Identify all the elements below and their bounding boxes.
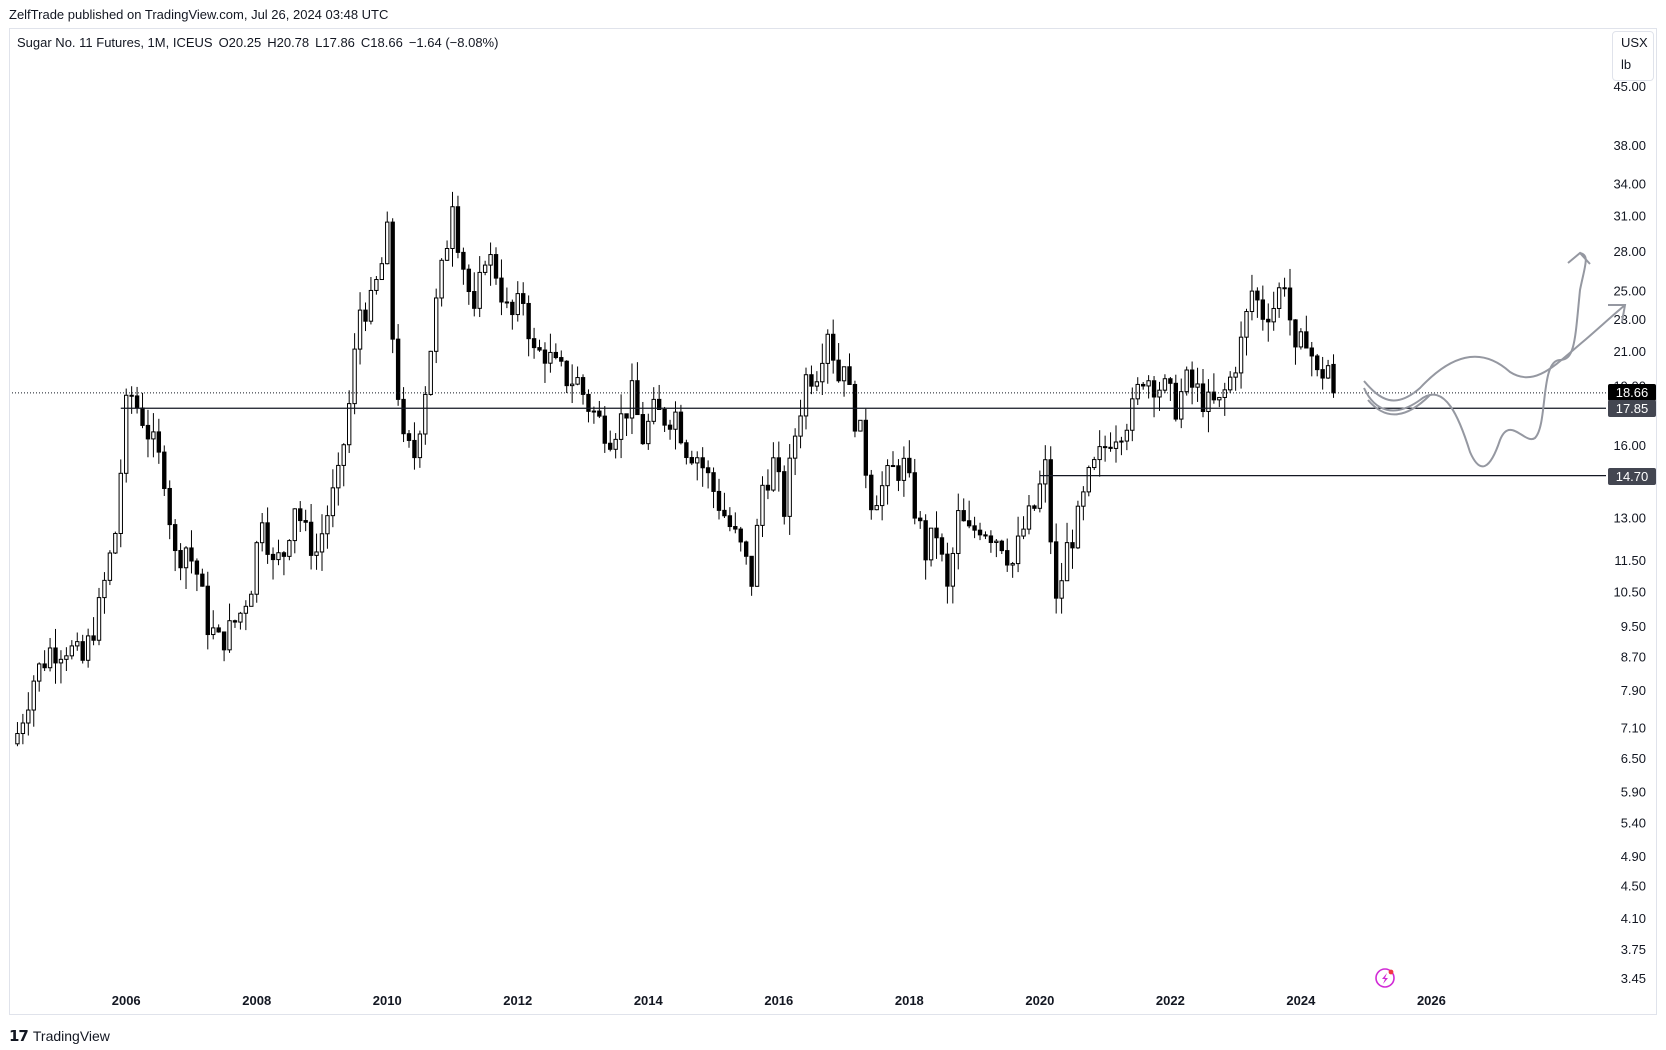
tv-logo-icon: 𝟭𝟳 bbox=[9, 1028, 29, 1045]
legend-close: C18.66 bbox=[360, 35, 403, 50]
publisher-header: ZelfTrade published on TradingView.com, … bbox=[9, 7, 389, 22]
chart-frame[interactable] bbox=[9, 28, 1657, 1015]
brand-name: TradingView bbox=[32, 1028, 110, 1044]
legend-low: L17.86 bbox=[315, 35, 355, 50]
support-level-tag: 14.70 bbox=[1608, 467, 1656, 485]
legend-high: H20.78 bbox=[267, 35, 310, 50]
measure-unit: lb bbox=[1621, 57, 1632, 72]
symbol-legend: Sugar No. 11 Futures, 1M, ICEUS O20.25 H20… bbox=[17, 35, 498, 50]
unit-selector[interactable]: USX lb bbox=[1612, 31, 1654, 81]
legend-open: O20.25 bbox=[218, 35, 262, 50]
footer-branding[interactable]: 𝟭𝟳 TradingView bbox=[9, 1027, 110, 1045]
currency-unit: USX bbox=[1621, 35, 1648, 50]
legend-change: −1.64 (−8.08%) bbox=[408, 35, 499, 50]
last-price-tag: 18.66 bbox=[1608, 383, 1656, 401]
symbol-name[interactable]: Sugar No. 11 Futures, 1M, ICEUS bbox=[17, 35, 213, 50]
support-level-tag: 17.85 bbox=[1608, 400, 1656, 418]
